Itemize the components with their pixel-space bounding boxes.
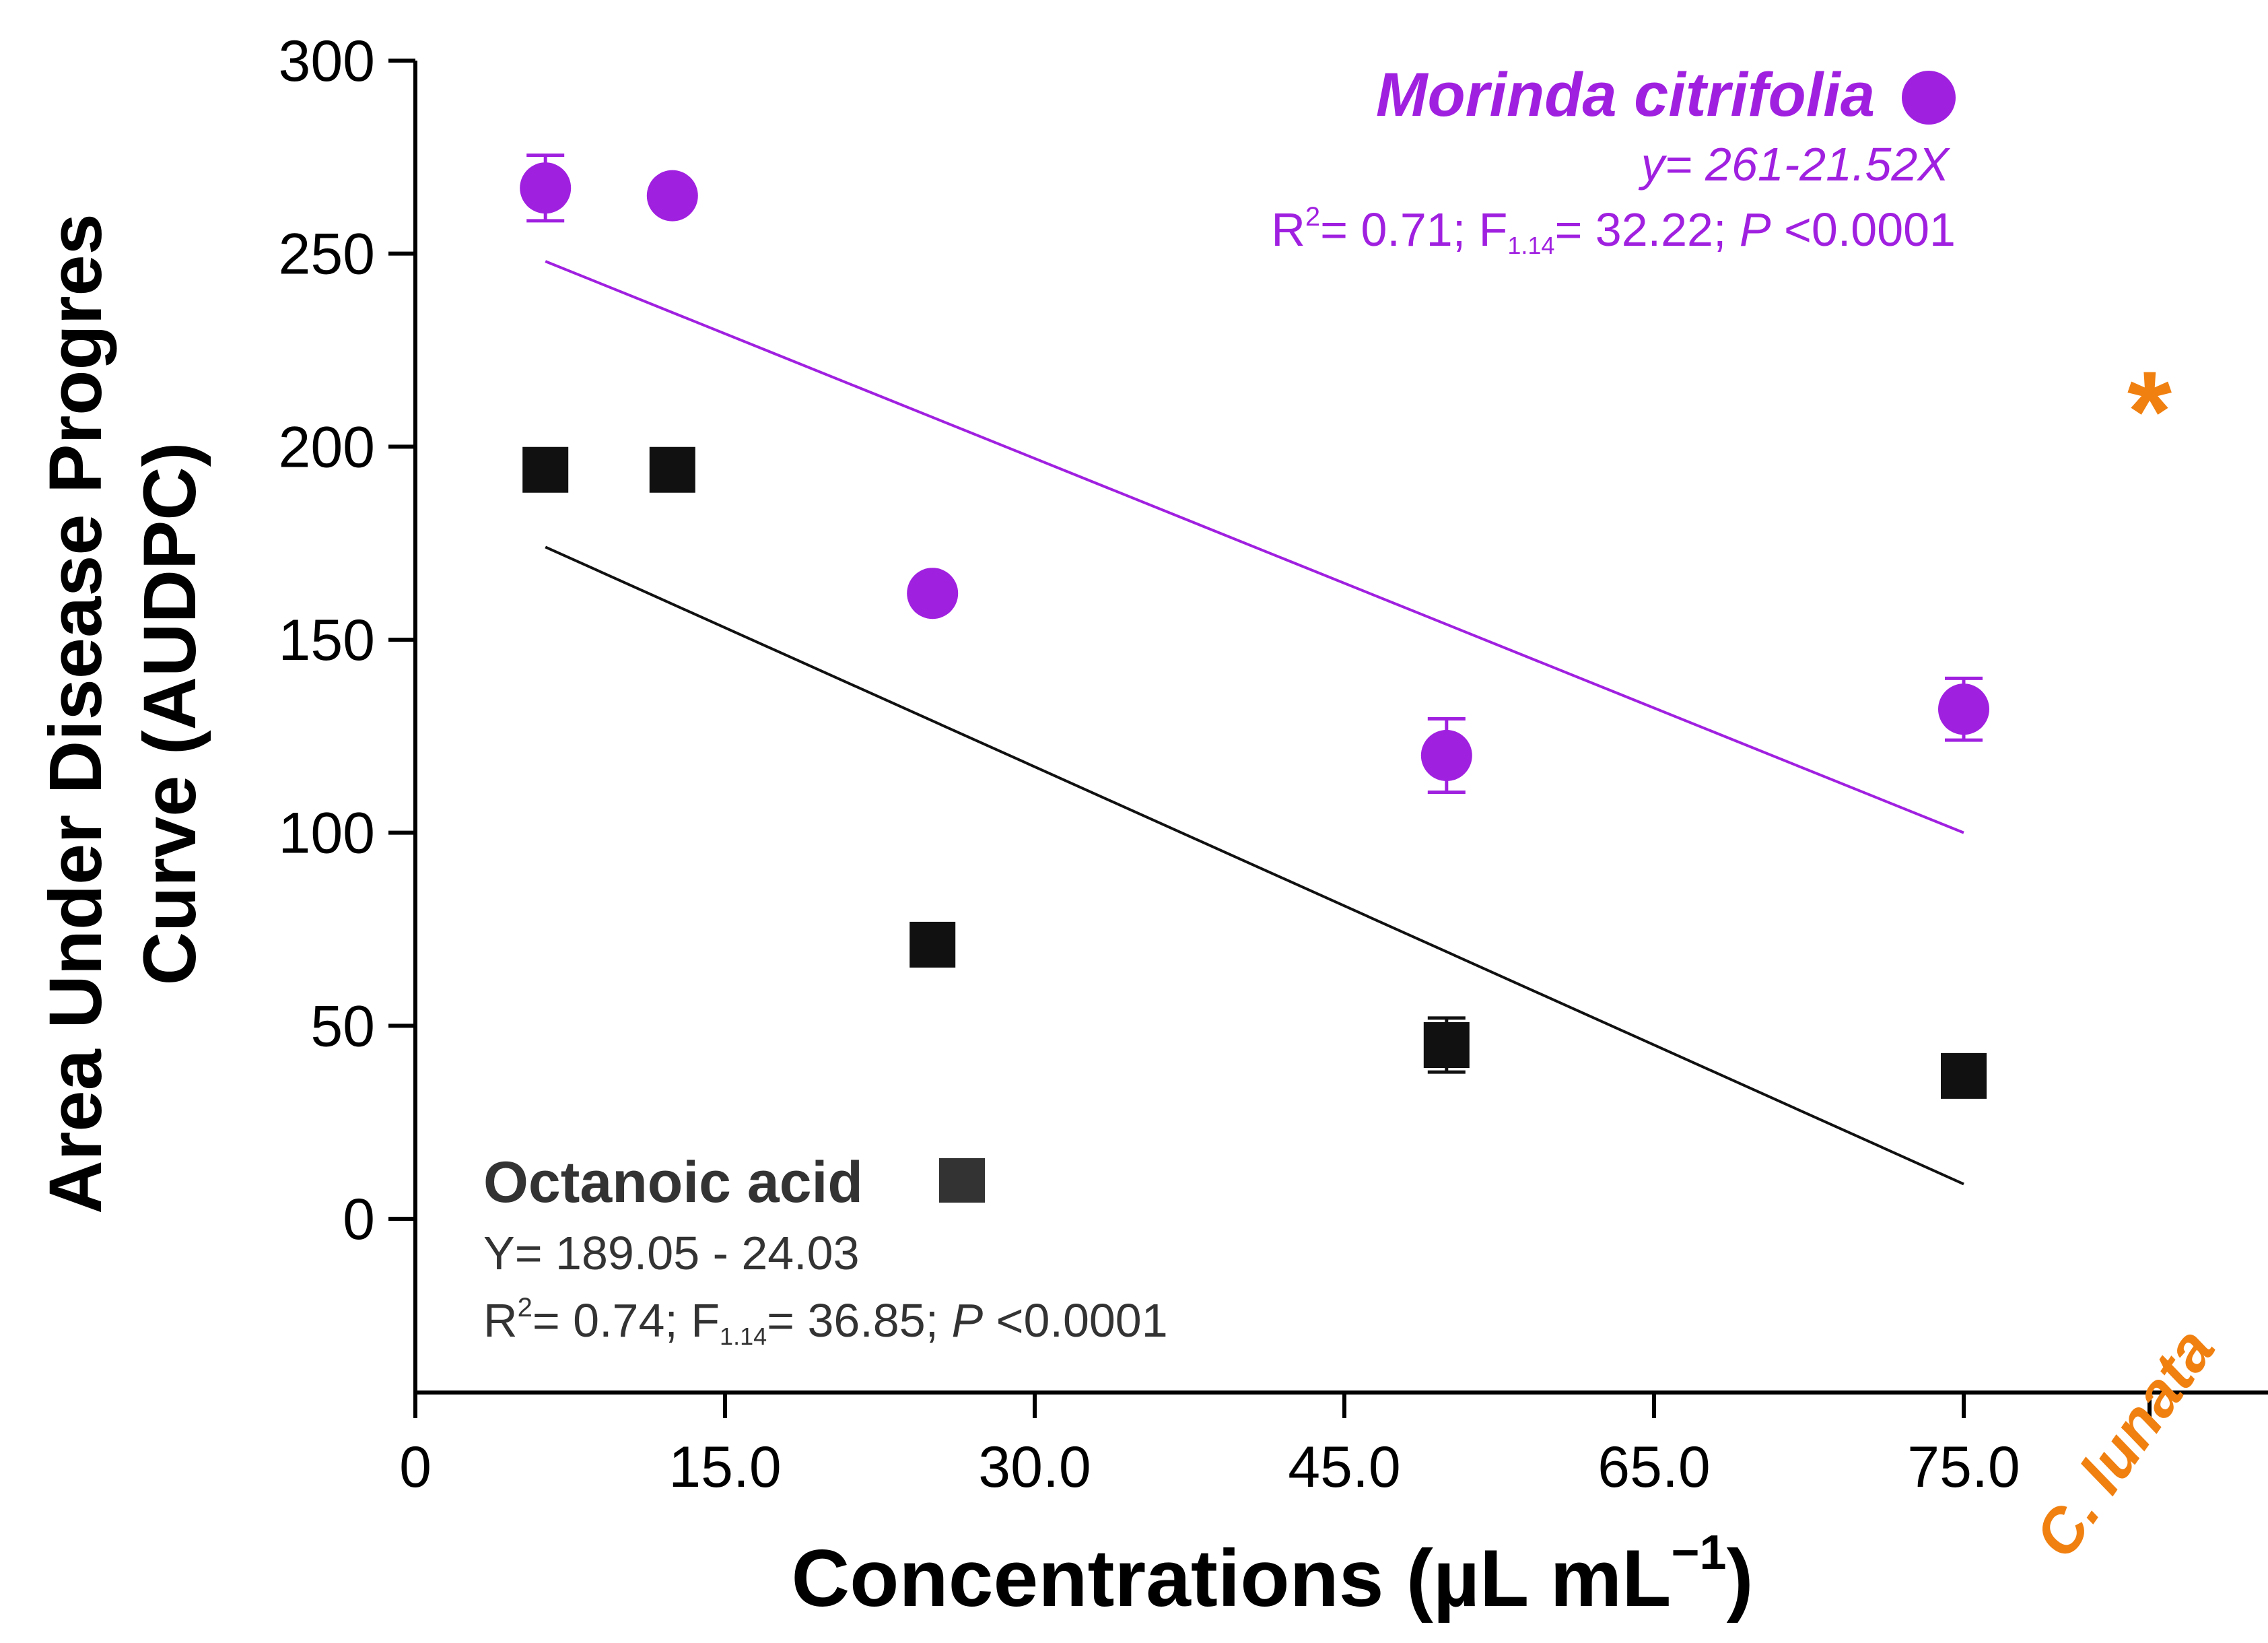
point-octanoic: [1423, 1022, 1470, 1068]
y-tick-label: 50: [310, 994, 375, 1059]
y-tick-label: 0: [343, 1187, 375, 1252]
x-axis-label-main: Concentrations (µL mL: [791, 1533, 1671, 1623]
fit-line-octanoic: [545, 545, 1964, 1186]
y-tick-label: 150: [279, 608, 376, 673]
data-points: *: [520, 153, 2172, 1099]
legend-morinda-name: Morinda citrifolia: [1376, 61, 1875, 129]
fit-line-morinda: [545, 260, 1964, 834]
y-tick-label: 250: [279, 222, 376, 287]
legend-octanoic-marker: [939, 1158, 985, 1203]
point-morinda: [1938, 683, 1989, 735]
x-axis-label-close: ): [1727, 1533, 1754, 1623]
point-octanoic: [909, 921, 956, 968]
fit-lines: [545, 260, 1964, 1186]
x-tick-label: 75.0: [1907, 1435, 2020, 1500]
control-asterisk: *: [2127, 348, 2172, 476]
y-tick-label: 100: [279, 801, 376, 866]
x-tick-label: 15.0: [668, 1435, 781, 1500]
legend-octanoic-equation: Y= 189.05 - 24.03: [483, 1227, 860, 1279]
point-morinda: [520, 162, 572, 214]
point-octanoic: [649, 446, 695, 493]
legend-octanoic-name: Octanoic acid: [483, 1150, 863, 1215]
legend-morinda-marker: [1902, 71, 1956, 125]
y-axis-label-line2: Curve (AUDPC): [129, 442, 211, 986]
control-label: C. lunata: [2022, 1316, 2228, 1570]
legend-octanoic-stats: R2= 0.74; F1.14= 36.85; P <0.0001: [483, 1293, 1168, 1350]
point-morinda: [907, 568, 959, 619]
y-tick-label: 200: [279, 415, 376, 479]
point-morinda: [1420, 730, 1472, 781]
x-tick-label: 30.0: [978, 1435, 1091, 1500]
legend-morinda-equation: y= 261-21.52X: [1639, 138, 1951, 191]
point-morinda: [646, 170, 698, 222]
point-octanoic: [1941, 1052, 1987, 1099]
legend-octanoic: Octanoic acid Y= 189.05 - 24.03 R2= 0.74…: [483, 1150, 1168, 1350]
x-axis-label: Concentrations (µL mL−1): [791, 1526, 1753, 1623]
legend-morinda-stats: R2= 0.71; F1.14= 32.22; P <0.0001: [1271, 202, 1956, 259]
x-tick-label: 65.0: [1597, 1435, 1710, 1500]
y-axis-label-line1: Area Under Disease Progres: [34, 213, 117, 1214]
axes: 300 250 200 150 100 50 0 0 15.0 30.0 45.0 65.0 75.0: [279, 29, 2268, 1500]
point-octanoic: [522, 446, 569, 493]
x-axis-label-sup: −1: [1671, 1526, 1726, 1580]
y-tick-label: 300: [279, 29, 376, 94]
legend-morinda: Morinda citrifolia y= 261-21.52X R2= 0.7…: [1271, 61, 1956, 259]
x-tick-label: 45.0: [1288, 1435, 1400, 1500]
x-tick-label: 0: [399, 1435, 432, 1500]
